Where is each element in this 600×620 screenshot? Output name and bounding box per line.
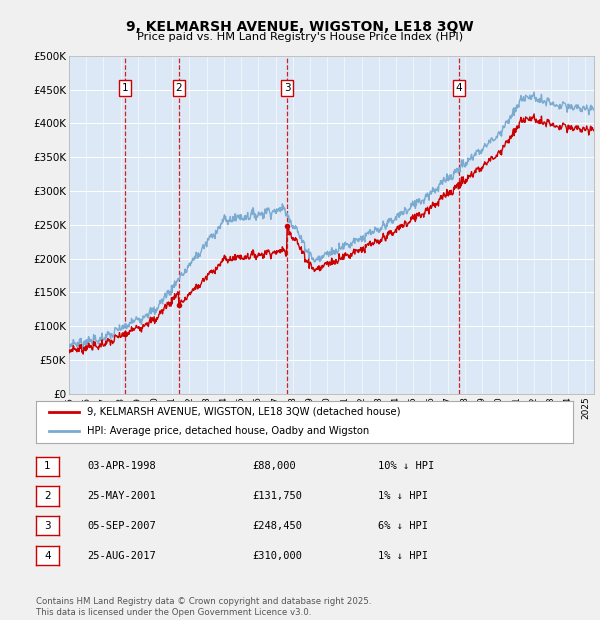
Text: £131,750: £131,750	[252, 491, 302, 501]
Text: Contains HM Land Registry data © Crown copyright and database right 2025.
This d: Contains HM Land Registry data © Crown c…	[36, 598, 371, 617]
Text: 1: 1	[122, 83, 128, 93]
Text: 05-SEP-2007: 05-SEP-2007	[87, 521, 156, 531]
Text: 4: 4	[455, 83, 462, 93]
Text: 4: 4	[44, 551, 51, 560]
Text: £248,450: £248,450	[252, 521, 302, 531]
Text: 25-AUG-2017: 25-AUG-2017	[87, 551, 156, 560]
Text: 03-APR-1998: 03-APR-1998	[87, 461, 156, 471]
Text: 9, KELMARSH AVENUE, WIGSTON, LE18 3QW (detached house): 9, KELMARSH AVENUE, WIGSTON, LE18 3QW (d…	[87, 407, 401, 417]
Text: 10% ↓ HPI: 10% ↓ HPI	[378, 461, 434, 471]
Text: £310,000: £310,000	[252, 551, 302, 560]
Text: 3: 3	[44, 521, 51, 531]
Text: 1: 1	[44, 461, 51, 471]
Text: 3: 3	[284, 83, 290, 93]
Text: 1% ↓ HPI: 1% ↓ HPI	[378, 491, 428, 501]
Text: HPI: Average price, detached house, Oadby and Wigston: HPI: Average price, detached house, Oadb…	[87, 427, 369, 436]
Text: 6% ↓ HPI: 6% ↓ HPI	[378, 521, 428, 531]
Text: 1% ↓ HPI: 1% ↓ HPI	[378, 551, 428, 560]
Text: 2: 2	[44, 491, 51, 501]
Text: 9, KELMARSH AVENUE, WIGSTON, LE18 3QW: 9, KELMARSH AVENUE, WIGSTON, LE18 3QW	[126, 20, 474, 34]
Text: Price paid vs. HM Land Registry's House Price Index (HPI): Price paid vs. HM Land Registry's House …	[137, 32, 463, 42]
Text: £88,000: £88,000	[252, 461, 296, 471]
Text: 2: 2	[176, 83, 182, 93]
Text: 25-MAY-2001: 25-MAY-2001	[87, 491, 156, 501]
